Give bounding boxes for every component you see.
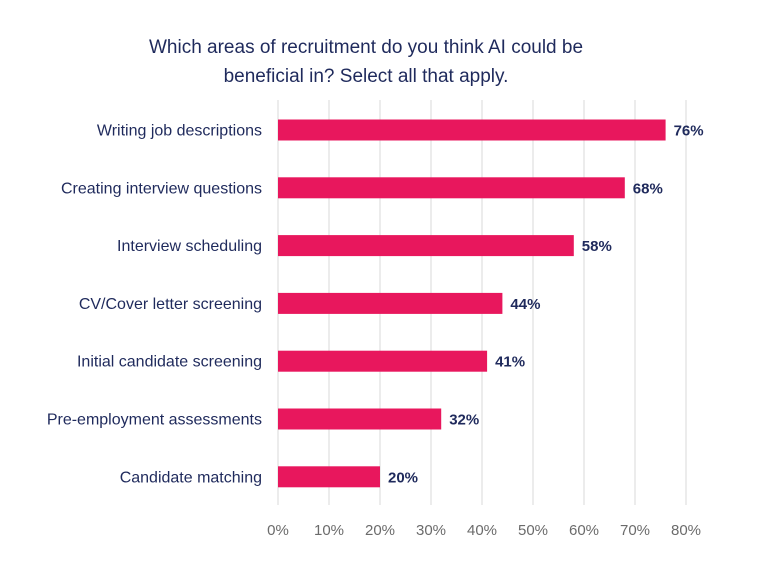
- x-tick-label-70: 70%: [620, 522, 650, 539]
- bars: [278, 119, 666, 488]
- x-tick-label-10: 10%: [314, 522, 344, 539]
- x-tick-label-30: 30%: [416, 522, 446, 539]
- chart-title-line-1: Which areas of recruitment do you think …: [149, 37, 583, 58]
- x-tick-label-50: 50%: [518, 522, 548, 539]
- category-label-6: Pre-employment assessments: [47, 412, 262, 429]
- category-label-4: CV/Cover letter screening: [79, 296, 262, 313]
- bar-6: [278, 408, 442, 430]
- bar-7: [278, 466, 380, 488]
- value-label-3: 58%: [582, 238, 612, 255]
- bar-1: [278, 119, 666, 141]
- bar-5: [278, 350, 488, 372]
- category-label-7: Candidate matching: [120, 469, 262, 486]
- category-label-2: Creating interview questions: [61, 180, 262, 197]
- x-tick-label-80: 80%: [671, 522, 701, 539]
- labels: Writing job descriptions 76% Creating inte…: [47, 123, 704, 487]
- value-label-5: 41%: [495, 354, 525, 371]
- value-label-6: 32%: [449, 412, 479, 429]
- bar-2: [278, 177, 625, 199]
- bar-4: [278, 292, 503, 314]
- bar-3: [278, 235, 574, 257]
- chart-title-line-2: beneficial in? Select all that apply.: [224, 66, 509, 87]
- x-tick-label-40: 40%: [467, 522, 497, 539]
- category-label-5: Initial candidate screening: [77, 354, 262, 371]
- category-label-1: Writing job descriptions: [97, 123, 262, 140]
- value-label-7: 20%: [388, 469, 418, 486]
- value-label-4: 44%: [510, 296, 540, 313]
- x-tick-label-60: 60%: [569, 522, 599, 539]
- x-tick-label-20: 20%: [365, 522, 395, 539]
- x-axis-ticks: 0% 10% 20% 30% 40% 50% 60% 70% 80%: [267, 522, 701, 539]
- chart-title: Which areas of recruitment do you think …: [149, 37, 583, 87]
- category-label-3: Interview scheduling: [117, 238, 262, 255]
- value-label-2: 68%: [633, 180, 663, 197]
- x-tick-label-0: 0%: [267, 522, 289, 539]
- value-label-1: 76%: [674, 123, 704, 140]
